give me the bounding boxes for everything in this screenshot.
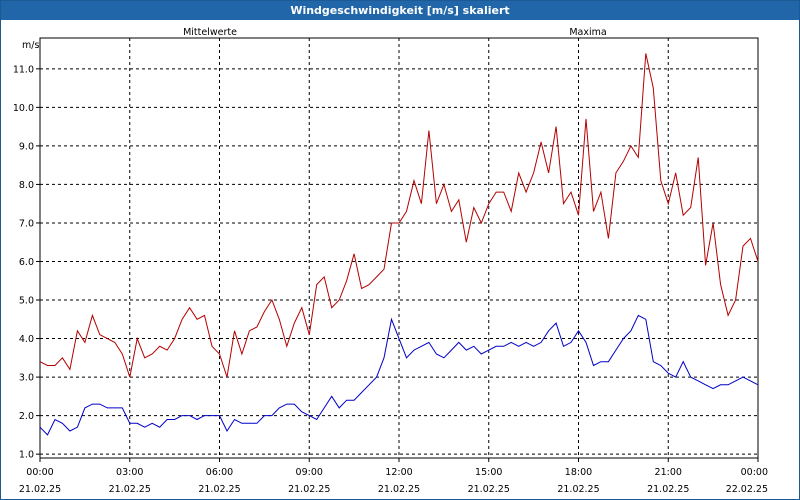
y-tick-label: 11.0	[13, 64, 34, 75]
y-tick-label: 7.0	[19, 218, 34, 229]
x-tick-time: 09:00	[296, 467, 323, 478]
axis-ticks: 1.0 2.0 3.0 4.0 5.0 6.0 7.0 8.0 9.0 10.0 11.0 00:00…	[13, 64, 768, 495]
x-tick-date: 21.02.25	[109, 484, 151, 495]
series-line-mittelwerte	[39, 314, 759, 436]
y-tick-label: 3.0	[19, 373, 34, 384]
x-tick-date: 21.02.25	[378, 484, 420, 495]
x-tick-date: 21.02.25	[288, 484, 330, 495]
legend-maxima: Maxima	[569, 27, 606, 38]
x-tick-time: 06:00	[206, 467, 233, 478]
y-tick-label: 5.0	[19, 296, 34, 307]
y-tick-label: 1.0	[19, 450, 34, 461]
x-tick-time: 18:00	[565, 467, 592, 478]
x-tick-time: 00:00	[26, 467, 53, 478]
x-tick-time: 21:00	[655, 467, 682, 478]
y-tick-label: 9.0	[19, 141, 34, 152]
x-tick-time: 00:00	[741, 467, 768, 478]
x-tick-date: 22.02.25	[726, 484, 768, 495]
x-tick-date: 21.02.25	[647, 484, 689, 495]
y-unit-label: m/s	[22, 40, 39, 51]
x-tick-time: 15:00	[475, 467, 502, 478]
x-tick-time: 12:00	[385, 467, 412, 478]
window-title: Windgeschwindigkeit [m/s] skaliert	[1, 1, 799, 20]
legend-mittelwerte: Mittelwerte	[183, 27, 237, 38]
x-tick-date: 21.02.25	[557, 484, 599, 495]
series-lines	[39, 53, 759, 436]
y-tick-label: 6.0	[19, 257, 34, 268]
y-tick-label: 10.0	[13, 103, 34, 114]
x-tick-date: 21.02.25	[468, 484, 510, 495]
y-tick-label: 4.0	[19, 334, 34, 345]
grid	[40, 38, 758, 458]
x-tick-date: 21.02.25	[19, 484, 61, 495]
x-tick-time: 03:00	[116, 467, 143, 478]
x-tick-date: 21.02.25	[198, 484, 240, 495]
y-tick-label: 2.0	[19, 411, 34, 422]
y-tick-label: 8.0	[19, 180, 34, 191]
series-line-maxima	[39, 53, 759, 378]
